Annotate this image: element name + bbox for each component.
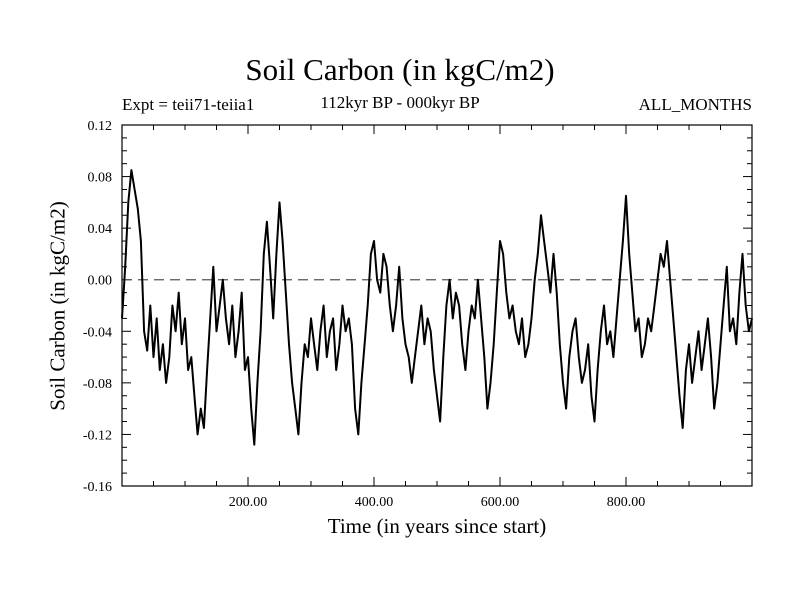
x-tick-label: 400.00 bbox=[355, 495, 394, 510]
y-tick-label: -0.12 bbox=[83, 428, 112, 443]
x-tick-label: 800.00 bbox=[607, 495, 646, 510]
x-tick-label: 600.00 bbox=[481, 495, 520, 510]
experiment-label: Expt = teii71-teiia1 bbox=[122, 95, 255, 114]
plot-frame bbox=[121, 124, 753, 487]
chart-title: Soil Carbon (in kgC/m2) bbox=[245, 52, 555, 87]
series-line bbox=[121, 169, 753, 446]
tick-group bbox=[122, 124, 752, 487]
y-tick-label: -0.08 bbox=[83, 377, 112, 392]
y-tick-label: 0.08 bbox=[88, 171, 113, 186]
x-axis-label: Time (in years since start) bbox=[327, 514, 547, 538]
months-label: ALL_MONTHS bbox=[638, 95, 752, 114]
y-tick-label: 0.12 bbox=[88, 119, 113, 134]
y-tick-label: 0.00 bbox=[88, 274, 113, 289]
y-tick-label: 0.04 bbox=[88, 222, 113, 237]
period-label: 112kyr BP - 000kyr BP bbox=[320, 93, 480, 112]
y-tick-label: -0.04 bbox=[83, 325, 112, 340]
tick-label-group: 200.00 400.00 600.00 800.00 0.12 0.08 0.04 0.00… bbox=[83, 119, 645, 510]
y-tick-label: -0.16 bbox=[83, 480, 112, 495]
x-tick-label: 200.00 bbox=[229, 495, 268, 510]
